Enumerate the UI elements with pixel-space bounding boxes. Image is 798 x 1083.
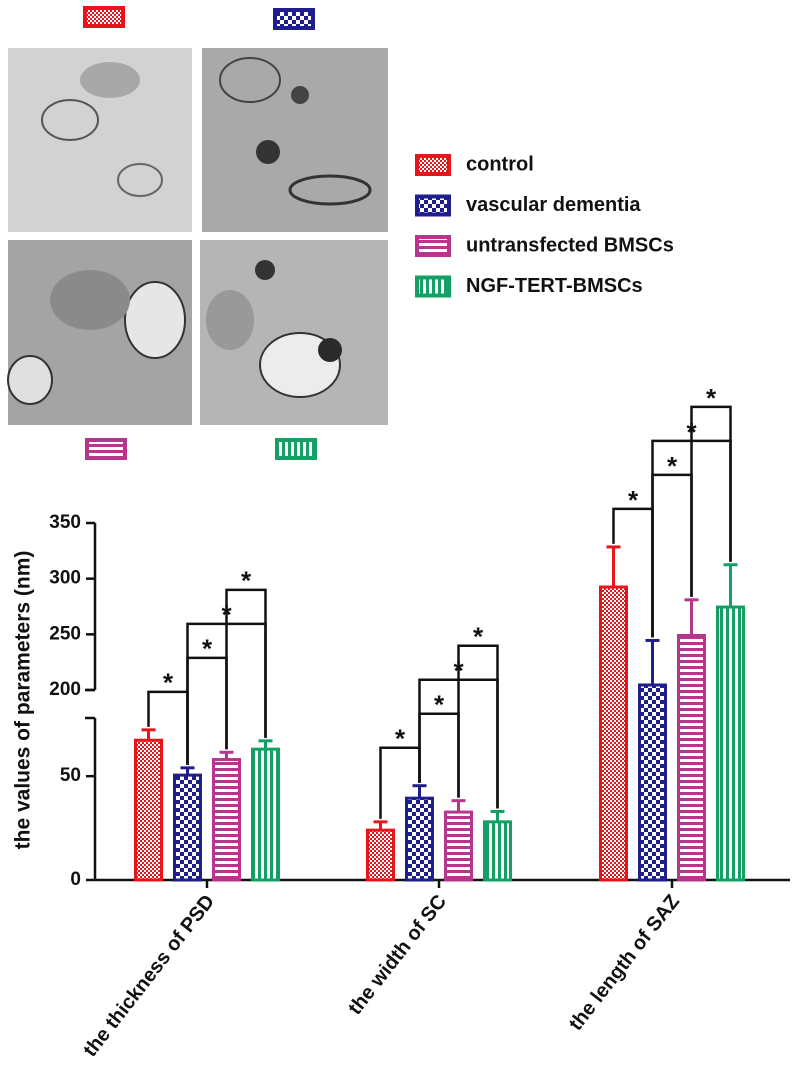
significance-label: * — [667, 451, 678, 481]
bar — [677, 633, 706, 882]
x-tick-label: the length of SAZ — [565, 891, 684, 1035]
bar — [173, 773, 202, 882]
significance-bracket — [651, 473, 693, 638]
y-tick-label: 250 — [49, 623, 81, 644]
bar — [444, 810, 473, 882]
significance-label: * — [241, 566, 252, 596]
em-image — [200, 240, 388, 425]
y-tick-label: 300 — [49, 568, 81, 589]
panel-marker — [273, 8, 315, 30]
significance-label: * — [163, 668, 174, 698]
significance-bracket — [457, 644, 499, 809]
em-image — [7, 240, 192, 425]
bar — [405, 796, 434, 882]
panel-marker — [83, 6, 125, 28]
significance-bracket — [225, 588, 267, 750]
legend-swatch — [415, 275, 451, 298]
significance-label: * — [473, 622, 484, 652]
significance-bracket — [186, 656, 228, 765]
legend-swatch — [415, 154, 451, 176]
significance-bracket — [690, 405, 732, 597]
y-tick-label: 350 — [49, 512, 81, 533]
bar — [134, 738, 163, 882]
em-panels — [7, 48, 388, 425]
legend-swatch — [415, 194, 451, 217]
bar — [483, 820, 512, 882]
em-image — [202, 48, 388, 232]
significance-label: * — [395, 724, 406, 754]
bar — [638, 683, 667, 882]
bar — [251, 747, 280, 882]
significance-label: * — [202, 634, 213, 664]
legend-label: control — [466, 153, 534, 175]
y-tick-label: 200 — [49, 679, 81, 700]
legend-label: vascular dementia — [466, 194, 641, 216]
em-image — [8, 48, 192, 232]
panel-marker — [85, 438, 127, 460]
significance-label: * — [434, 690, 445, 720]
significance-label: * — [706, 383, 717, 413]
x-tick-label: the width of SC — [344, 891, 451, 1019]
y-axis-label: the values of parameters (nm) — [12, 551, 35, 850]
legend-label: untransfected BMSCs — [466, 234, 674, 256]
y-tick-label: 0 — [70, 869, 81, 890]
bar — [599, 585, 628, 882]
bar — [366, 828, 395, 882]
legend-swatch — [415, 235, 451, 257]
bar — [212, 758, 241, 882]
panel-marker — [275, 438, 317, 460]
y-tick-label: 50 — [60, 765, 81, 786]
x-tick-label: the thickness of PSD — [79, 891, 219, 1061]
bar — [716, 605, 745, 882]
legend-label: NGF-TERT-BMSCs — [466, 275, 643, 297]
chart: the values of parameters (nm) 0 50 200 250 3… — [12, 383, 790, 1061]
significance-label: * — [628, 485, 639, 515]
